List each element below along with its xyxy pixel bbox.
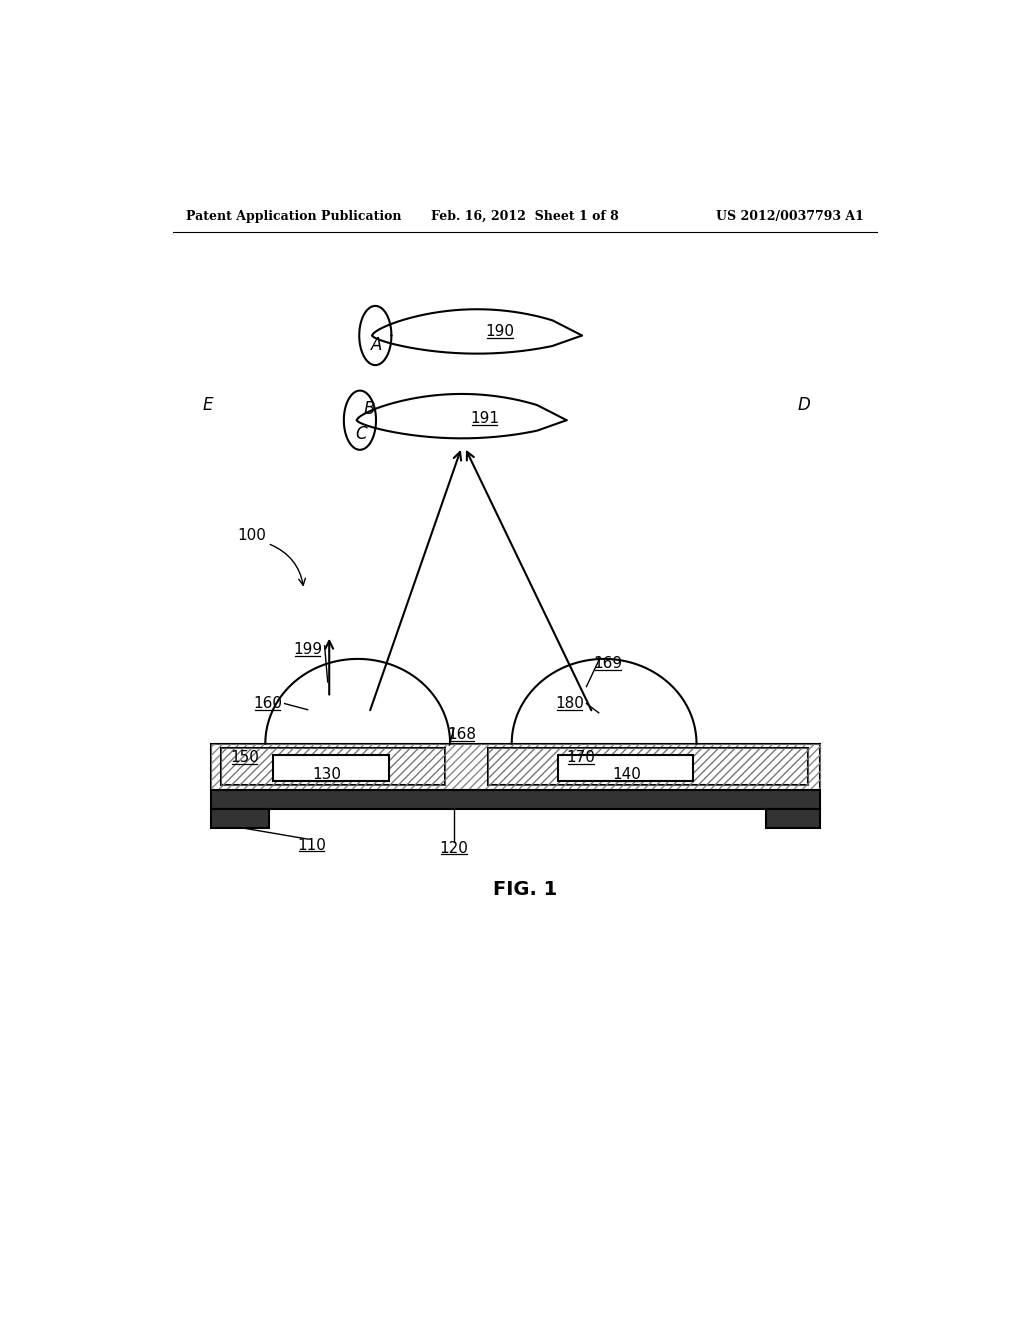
Text: 120: 120 <box>439 841 468 855</box>
Text: 170: 170 <box>566 750 595 766</box>
Text: Feb. 16, 2012  Sheet 1 of 8: Feb. 16, 2012 Sheet 1 of 8 <box>431 210 618 223</box>
Bar <box>211 743 819 789</box>
Bar <box>487 748 808 785</box>
Text: 168: 168 <box>447 727 476 742</box>
Text: 110: 110 <box>297 838 326 853</box>
Text: 100: 100 <box>238 528 266 544</box>
Text: B: B <box>364 400 375 417</box>
Text: E: E <box>203 396 213 413</box>
Text: 199: 199 <box>293 642 323 657</box>
Text: C: C <box>355 425 368 444</box>
Bar <box>273 755 388 780</box>
Text: D: D <box>798 396 811 413</box>
Text: A: A <box>372 335 383 354</box>
Bar <box>558 755 692 780</box>
Text: 191: 191 <box>470 411 500 426</box>
Text: FIG. 1: FIG. 1 <box>493 880 557 899</box>
Text: 130: 130 <box>312 767 341 781</box>
Bar <box>487 748 808 785</box>
Text: 190: 190 <box>485 325 515 339</box>
Bar <box>221 748 444 785</box>
Text: 180: 180 <box>555 696 584 711</box>
Text: 160: 160 <box>253 696 283 711</box>
Text: US 2012/0037793 A1: US 2012/0037793 A1 <box>716 210 863 223</box>
Bar <box>221 748 444 785</box>
Text: Patent Application Publication: Patent Application Publication <box>186 210 401 223</box>
Text: 150: 150 <box>230 750 259 766</box>
Bar <box>211 743 819 789</box>
Bar <box>211 809 269 829</box>
Bar <box>766 809 819 829</box>
Text: 140: 140 <box>612 767 642 781</box>
Bar <box>211 789 819 809</box>
Text: 169: 169 <box>593 656 623 671</box>
